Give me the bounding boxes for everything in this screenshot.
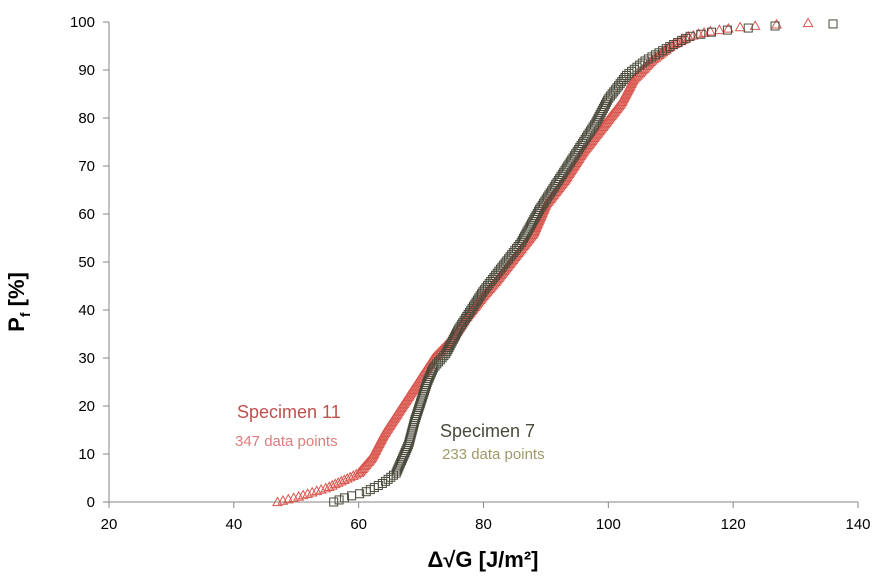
- triangle-marker: [722, 22, 734, 33]
- y-tick-label: 40: [78, 302, 95, 319]
- x-tick-label: 120: [721, 516, 746, 533]
- x-tick-label: 60: [350, 516, 367, 533]
- triangle-marker: [713, 24, 725, 35]
- y-tick-label: 0: [87, 494, 95, 511]
- x-tick-label: 40: [225, 516, 242, 533]
- y-axis-title-subscript: f: [17, 312, 33, 317]
- x-tick-label: 20: [101, 516, 118, 533]
- axis-ticks: 20 40 60 80 100 120 140 0 10 20 30 40 50 60 70 80 90 100: [70, 14, 871, 533]
- triangle-marker: [698, 27, 710, 37]
- triangle-marker: [302, 488, 314, 498]
- triangle-marker: [749, 20, 761, 30]
- y-tick-label: 70: [78, 158, 95, 175]
- triangle-marker: [802, 17, 814, 28]
- x-tick-label: 140: [845, 516, 870, 533]
- square-marker: [828, 19, 838, 29]
- y-axis-title: Pf [%]: [4, 272, 33, 332]
- square-marker: [339, 493, 349, 503]
- triangle-marker: [704, 25, 716, 36]
- triangle-marker: [297, 489, 309, 500]
- y-tick-label: 50: [78, 254, 95, 271]
- x-tick-label: 100: [596, 516, 621, 533]
- y-tick-label: 30: [78, 350, 95, 367]
- y-axis-title-rest: [%]: [4, 272, 29, 312]
- y-axis-title-main: P: [4, 317, 29, 332]
- y-tick-label: 20: [78, 398, 95, 415]
- annotation-specimen-11-name: Specimen 11: [237, 402, 341, 422]
- triangle-marker: [311, 485, 323, 496]
- x-axis-title: Δ√G [J/m²]: [428, 547, 539, 572]
- triangle-marker: [315, 483, 327, 494]
- y-tick-label: 10: [78, 446, 95, 463]
- annotation-specimen-7-name: Specimen 7: [440, 421, 535, 441]
- annotation-specimen-11-count: 347 data points: [235, 433, 338, 450]
- square-marker: [685, 31, 695, 41]
- square-marker: [770, 21, 780, 31]
- square-marker: [334, 495, 344, 505]
- square-marker: [722, 25, 732, 35]
- y-tick-label: 80: [78, 110, 95, 127]
- y-tick-label: 100: [70, 14, 95, 31]
- square-marker: [707, 27, 717, 37]
- triangle-marker: [734, 21, 746, 32]
- square-marker: [743, 23, 753, 33]
- series-specimen-11: [272, 17, 814, 507]
- square-marker: [696, 29, 706, 39]
- triangle-marker: [771, 18, 783, 29]
- y-tick-label: 90: [78, 62, 95, 79]
- y-tick-label: 60: [78, 206, 95, 223]
- triangle-marker: [306, 486, 318, 497]
- square-marker: [329, 497, 339, 507]
- square-marker: [355, 489, 365, 499]
- x-tick-label: 80: [475, 516, 492, 533]
- series-specimen-7: [329, 19, 838, 507]
- annotation-specimen-7-count: 233 data points: [442, 446, 545, 463]
- triangle-marker: [293, 490, 305, 501]
- data-series: [272, 17, 838, 507]
